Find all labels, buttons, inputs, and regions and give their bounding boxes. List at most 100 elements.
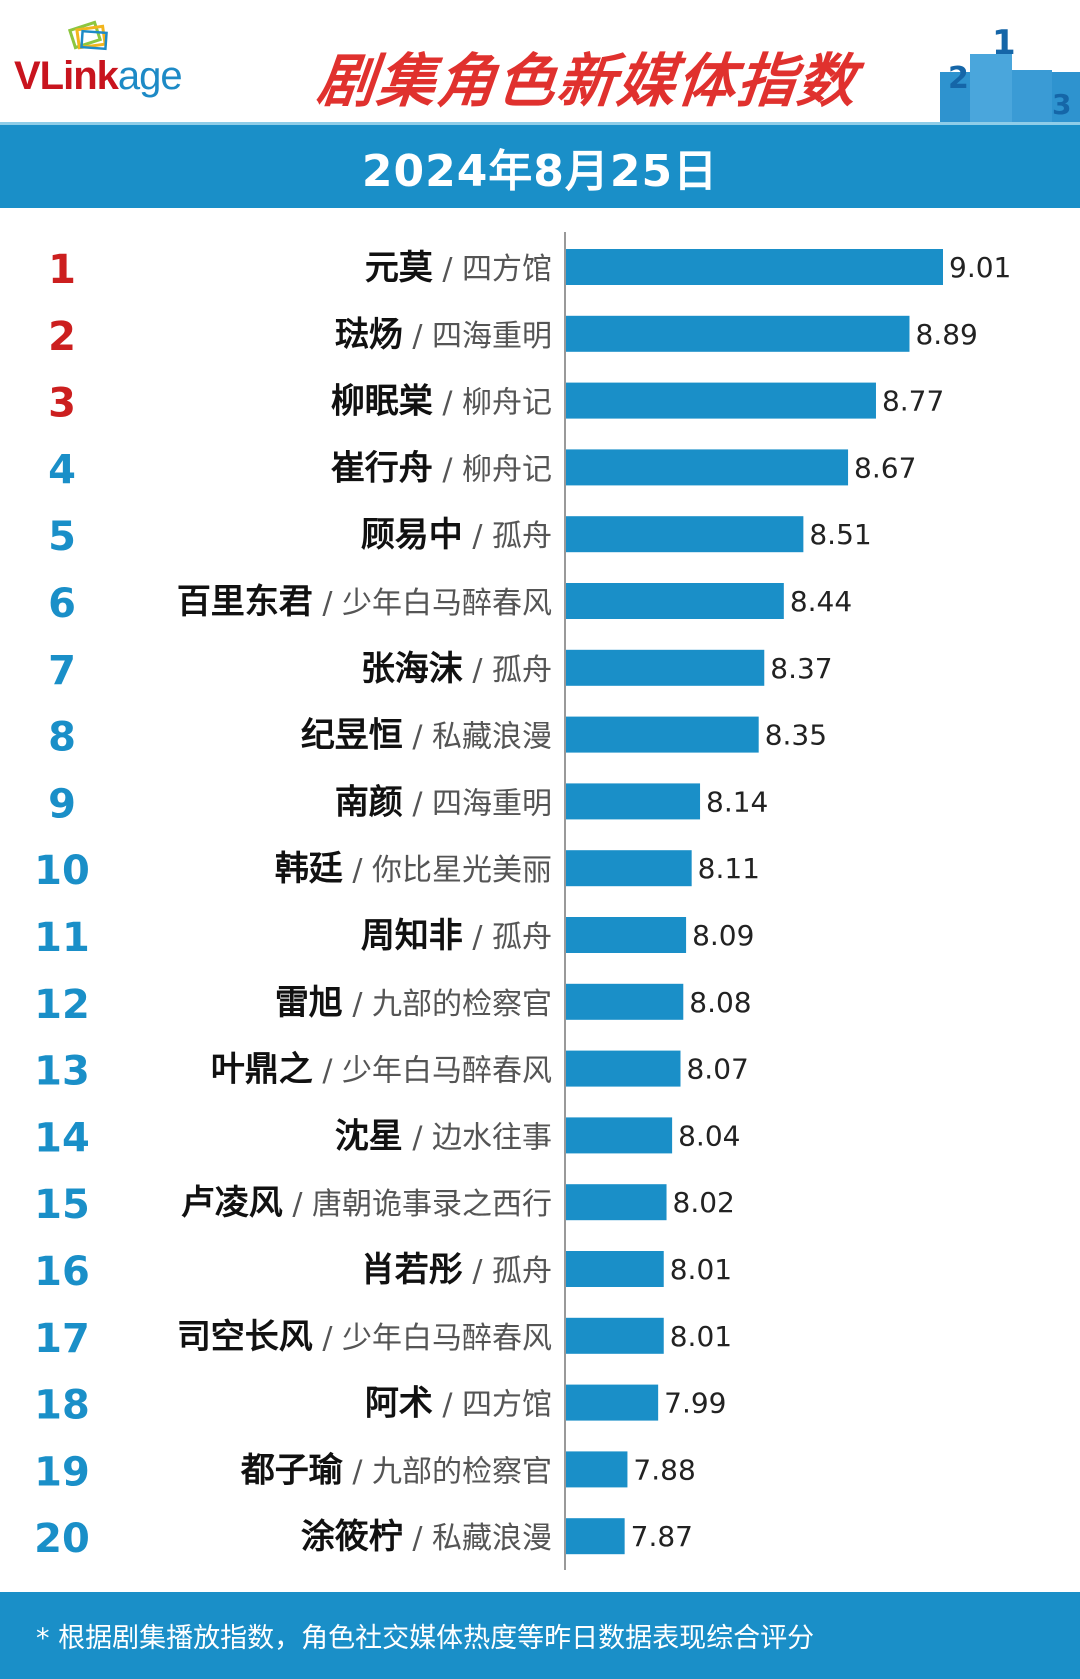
logo-text: VLinkage [14,54,183,99]
character-name: 琺炀 [335,315,403,355]
character-name: 柳眠棠 [331,382,433,422]
bar-label: 卢凌风 / 唐朝诡事录之西行 [181,1183,552,1223]
drama-name: 边水往事 [432,1120,552,1155]
bar-label: 叶鼎之 / 少年白马醉春风 [211,1050,552,1090]
rank-label: 20 [34,1516,90,1562]
bar-label: 南颜 / 四海重明 [335,782,552,822]
rank-label: 3 [48,381,76,427]
character-name: 南颜 [335,782,403,822]
svg-text:3: 3 [1052,88,1071,121]
bar-label: 都子瑜 / 九部的检察官 [240,1450,552,1490]
rank-label: 19 [34,1449,90,1495]
label-separator: / [403,319,432,354]
drama-name: 四方馆 [462,252,552,287]
value-label: 8.11 [698,852,760,885]
drama-name: 私藏浪漫 [432,1521,552,1556]
rank-label: 9 [48,781,76,827]
drama-name: 少年白马醉春风 [342,586,552,621]
drama-name: 孤舟 [492,1254,552,1289]
bar [566,249,943,285]
bar-label: 崔行舟 / 柳舟记 [331,448,552,488]
bar-label: 百里东君 / 少年白马醉春风 [177,582,552,622]
bar [566,1518,625,1555]
label-separator: / [433,452,462,487]
bar [566,716,759,753]
label-separator: / [433,386,462,421]
header: VLinkage 剧集角色新媒体指数 2 1 3 [0,0,1080,122]
bar [566,382,876,419]
bar-label: 阿术 / 四方馆 [365,1384,552,1424]
label-separator: / [313,1054,342,1089]
rank-label: 17 [34,1316,90,1362]
label-separator: / [403,1521,432,1556]
label-separator: / [313,1321,342,1356]
character-name: 阿术 [365,1384,433,1424]
footer-note: * 根据剧集播放指数，角色社交媒体热度等昨日数据表现综合评分 [36,1623,815,1654]
value-label: 9.01 [949,251,1011,284]
svg-text:2: 2 [948,61,969,96]
label-separator: / [433,1388,462,1423]
bar [566,1384,659,1421]
bar-label: 韩廷 / 你比星光美丽 [275,849,552,889]
bar [566,1050,681,1087]
rank-label: 10 [34,848,90,894]
value-label: 8.51 [809,518,871,551]
value-label: 8.07 [686,1053,748,1086]
value-label: 8.35 [765,719,827,752]
bar [566,917,687,953]
drama-name: 少年白马醉春风 [342,1321,552,1356]
logo-main: VLink [14,54,119,98]
value-label: 8.67 [854,451,916,484]
rank-label: 12 [34,982,90,1028]
bar-label: 张海沫 / 孤舟 [361,649,552,689]
rank-label: 7 [48,648,76,694]
rank-label: 4 [48,447,76,493]
date-label: 2024年8月25日 [361,145,719,197]
value-label: 8.37 [770,652,832,685]
drama-name: 四海重明 [432,319,552,354]
value-label: 7.99 [664,1387,726,1420]
character-name: 司空长风 [177,1317,313,1357]
bar [566,1117,673,1154]
label-separator: / [463,653,492,688]
drama-name: 私藏浪漫 [432,720,552,755]
bar-label: 雷旭 / 九部的检察官 [275,983,552,1023]
drama-name: 孤舟 [492,519,552,554]
drama-name: 柳舟记 [462,386,552,421]
character-name: 叶鼎之 [211,1050,313,1090]
bar-label: 涂筱柠 / 私藏浪漫 [301,1517,552,1557]
character-name: 卢凌风 [181,1183,283,1223]
bar-label: 纪昱恒 / 私藏浪漫 [301,716,552,756]
podium-icon: 2 1 3 [940,23,1080,122]
bar-label: 肖若彤 / 孤舟 [361,1250,552,1290]
label-separator: / [463,920,492,955]
label-separator: / [283,1187,312,1222]
bar-label: 琺炀 / 四海重明 [335,315,552,355]
bar-label: 柳眠棠 / 柳舟记 [331,382,552,422]
bar [566,583,784,619]
bar [566,1317,664,1354]
character-name: 都子瑜 [240,1450,344,1490]
drama-name: 九部的检察官 [372,1454,552,1489]
drama-name: 四海重明 [432,786,552,821]
rank-label: 1 [48,247,76,293]
character-name: 沈星 [335,1116,403,1156]
logo-mark-icon [67,20,108,51]
label-separator: / [463,519,492,554]
date-band: 2024年8月25日 [0,122,1080,208]
drama-name: 孤舟 [492,653,552,688]
drama-name: 四方馆 [462,1388,552,1423]
bar-label: 周知非 / 孤舟 [361,916,552,956]
drama-name: 唐朝诡事录之西行 [312,1187,552,1222]
bar [566,983,684,1020]
character-name: 周知非 [361,916,463,956]
character-name: 百里东君 [177,582,313,622]
bar [566,1251,664,1287]
footer: * 根据剧集播放指数，角色社交媒体热度等昨日数据表现综合评分 [0,1592,1080,1679]
value-label: 8.08 [689,986,751,1019]
bar [566,850,692,887]
bar [566,1184,667,1221]
logo-suffix: age [117,54,183,98]
character-name: 纪昱恒 [301,716,403,756]
rank-label: 8 [48,715,76,761]
